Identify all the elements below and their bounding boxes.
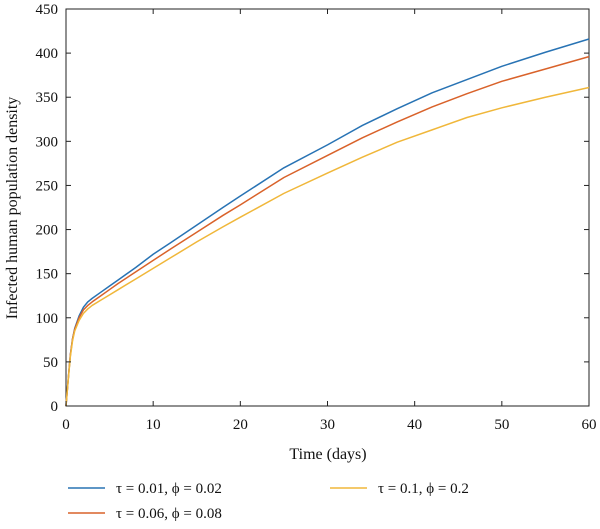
x-tick-label: 60	[582, 417, 597, 433]
y-axis-title: Infected human population density	[4, 97, 21, 320]
y-tick-label: 300	[36, 134, 59, 150]
x-tick-label: 20	[233, 417, 248, 433]
y-tick-label: 50	[43, 355, 58, 371]
y-tick-label: 100	[36, 311, 59, 327]
plot-frame-group	[65, 8, 590, 407]
y-tick-label: 350	[36, 90, 59, 106]
y-tick-label: 400	[36, 46, 59, 62]
x-tick-label: 40	[407, 417, 422, 433]
legend-label-2: τ = 0.06, ϕ = 0.08	[116, 506, 222, 522]
y-tick-label: 150	[36, 267, 59, 283]
y-tick-label: 450	[36, 2, 59, 18]
ticks-group: 0 10 20 30 40 50 60 0 50 100 150 200 250 300 350 400 450	[36, 2, 597, 433]
plot-area-frame	[65, 8, 590, 407]
x-tick-label: 50	[494, 417, 509, 433]
x-tick-label: 0	[62, 417, 70, 433]
y-tick-label: 250	[36, 178, 59, 194]
series-group	[65, 38, 590, 407]
series-line-1	[65, 38, 590, 407]
series-line-3	[65, 86, 590, 407]
legend-label-1: τ = 0.01, ϕ = 0.02	[116, 481, 222, 497]
x-tick-label: 10	[146, 417, 161, 433]
legend: τ = 0.01, ϕ = 0.02 τ = 0.06, ϕ = 0.08 τ = …	[68, 481, 469, 522]
x-tick-label: 30	[320, 417, 335, 433]
x-axis-title: Time (days)	[289, 446, 366, 463]
y-tick-label: 200	[36, 223, 59, 239]
legend-label-3: τ = 0.1, ϕ = 0.2	[378, 481, 469, 497]
series-line-2	[65, 55, 590, 407]
y-tick-label: 0	[51, 399, 59, 415]
